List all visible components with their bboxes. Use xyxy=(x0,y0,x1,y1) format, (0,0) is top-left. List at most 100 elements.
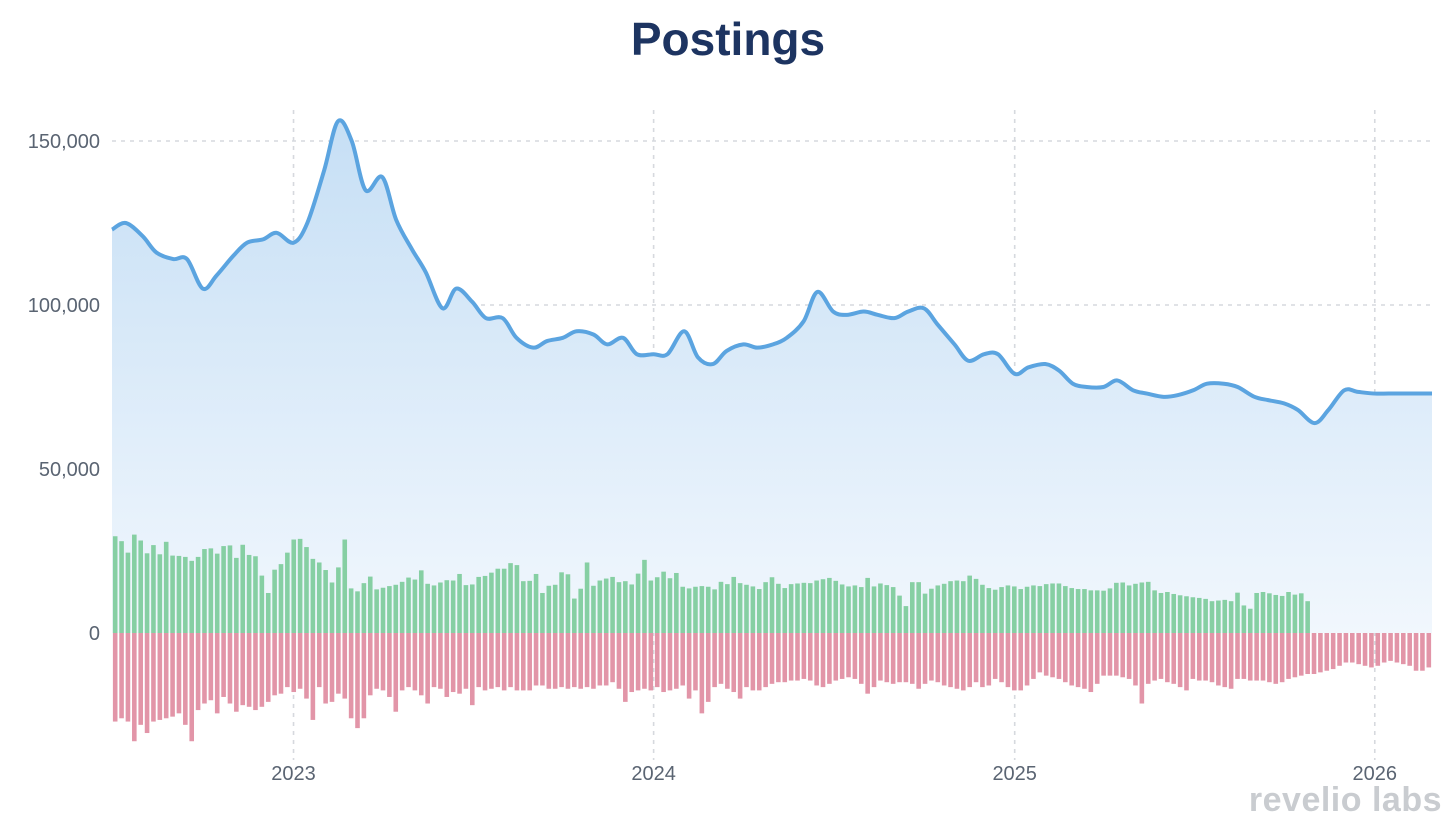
negative-bar xyxy=(1145,633,1151,684)
negative-bar xyxy=(1196,633,1202,681)
y-tick-label: 50,000 xyxy=(39,459,100,481)
positive-bar xyxy=(1273,594,1279,633)
positive-bar xyxy=(342,539,348,633)
negative-bar xyxy=(157,633,163,720)
negative-bar xyxy=(718,633,724,684)
negative-bar xyxy=(565,633,571,689)
positive-bar xyxy=(1094,590,1100,633)
negative-bar xyxy=(1369,633,1374,668)
positive-bar xyxy=(1063,586,1068,633)
positive-bar xyxy=(1075,589,1081,633)
positive-bar xyxy=(954,580,960,633)
negative-bar xyxy=(1279,633,1285,683)
negative-bar xyxy=(878,633,883,681)
negative-bar xyxy=(291,633,297,693)
negative-bar xyxy=(202,633,207,704)
negative-bar xyxy=(1394,633,1400,663)
positive-bar xyxy=(897,595,902,633)
negative-bar xyxy=(1401,633,1406,665)
negative-bar xyxy=(1158,633,1164,679)
positive-bar xyxy=(540,592,545,633)
positive-bar xyxy=(144,553,150,633)
positive-bar xyxy=(858,587,864,633)
negative-bar xyxy=(1005,633,1011,688)
positive-bar xyxy=(782,588,788,633)
positive-bar xyxy=(323,570,328,633)
negative-bar xyxy=(948,633,953,688)
negative-bar xyxy=(693,633,698,691)
negative-bar xyxy=(801,633,807,679)
positive-bar xyxy=(1165,592,1170,633)
negative-bar xyxy=(1381,633,1387,663)
positive-bar xyxy=(112,536,118,633)
negative-bar xyxy=(884,633,890,683)
negative-bar xyxy=(1318,633,1323,673)
y-tick-label: 150,000 xyxy=(28,131,100,153)
negative-bar xyxy=(1209,633,1215,683)
negative-bar xyxy=(329,633,335,702)
positive-bar xyxy=(884,585,890,633)
positive-bar xyxy=(1050,583,1055,633)
positive-bar xyxy=(418,570,424,633)
negative-bar xyxy=(1120,633,1126,678)
negative-bar xyxy=(431,633,437,688)
positive-bar xyxy=(246,554,252,633)
negative-bar xyxy=(438,633,443,689)
negative-bar xyxy=(1343,633,1349,663)
positive-bar xyxy=(1031,585,1036,633)
negative-bar xyxy=(731,633,737,693)
positive-bar xyxy=(929,588,934,633)
positive-bar xyxy=(737,583,743,633)
negative-bar xyxy=(763,633,768,688)
negative-bar xyxy=(654,633,660,688)
positive-bar xyxy=(1024,586,1030,633)
positive-bar xyxy=(157,554,163,633)
positive-bar xyxy=(852,585,858,633)
positive-bar xyxy=(1069,588,1075,633)
negative-bar xyxy=(342,633,348,699)
negative-bar xyxy=(699,633,705,714)
negative-bar xyxy=(221,633,226,697)
negative-bar xyxy=(1050,633,1055,678)
positive-bar xyxy=(367,576,373,633)
positive-bar xyxy=(202,549,207,633)
negative-bar xyxy=(744,633,749,688)
positive-bar xyxy=(1254,592,1259,633)
positive-bar xyxy=(1184,596,1189,633)
positive-bar xyxy=(1190,597,1196,633)
negative-bar xyxy=(1024,633,1030,686)
negative-bar xyxy=(865,633,870,694)
negative-bar xyxy=(163,633,169,719)
positive-bar xyxy=(176,555,182,633)
negative-bar xyxy=(336,633,341,694)
positive-bar xyxy=(667,578,673,633)
positive-bar xyxy=(195,556,201,633)
negative-bar xyxy=(1165,633,1170,683)
positive-bar xyxy=(469,584,475,633)
axis-labels: 0 50,000 100,000 150,000 2023 2024 2025 2026 xyxy=(28,131,1397,785)
negative-bar xyxy=(374,633,379,689)
positive-bar xyxy=(731,576,737,633)
chart-title: Postings xyxy=(630,13,826,65)
negative-bar xyxy=(961,633,966,691)
positive-bar xyxy=(183,556,188,633)
negative-bar xyxy=(1088,633,1094,693)
positive-bar xyxy=(948,581,953,633)
negative-bar xyxy=(489,633,494,689)
negative-bar xyxy=(616,633,622,689)
negative-bar xyxy=(533,633,539,686)
positive-bar xyxy=(999,587,1004,633)
positive-bar xyxy=(1126,585,1132,633)
negative-bar xyxy=(310,633,316,720)
postings-area xyxy=(112,120,1432,634)
positive-bar xyxy=(380,587,386,633)
negative-bar xyxy=(1043,633,1049,676)
positive-bar xyxy=(125,552,131,633)
positive-bar xyxy=(635,573,641,633)
negative-bar xyxy=(1018,633,1023,691)
positive-bar xyxy=(820,579,826,633)
positive-bar xyxy=(992,589,998,633)
negative-bar xyxy=(476,633,481,688)
positive-bar xyxy=(393,584,399,633)
negative-bar xyxy=(367,633,373,696)
